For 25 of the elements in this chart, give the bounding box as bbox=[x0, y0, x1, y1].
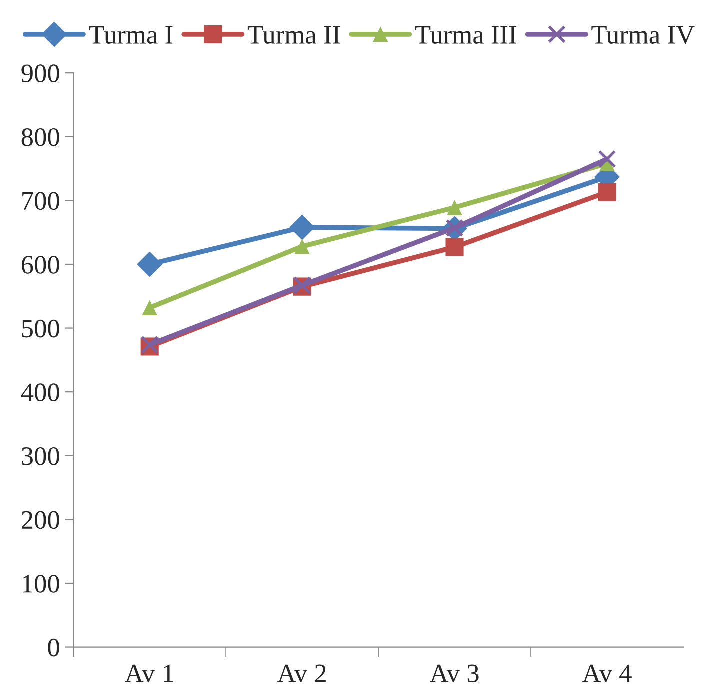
y-tick-label: 500 bbox=[22, 320, 60, 338]
x-tick-label: Av 3 bbox=[430, 664, 479, 683]
y-tick-label: 800 bbox=[22, 128, 60, 146]
legend-label: Turma IV bbox=[592, 26, 695, 44]
y-tick-label: 700 bbox=[22, 192, 60, 210]
y-tick-label: 100 bbox=[23, 575, 60, 593]
y-tick-label: 900 bbox=[22, 64, 60, 82]
y-tick-label: 600 bbox=[22, 256, 60, 274]
point bbox=[142, 300, 158, 316]
x-tick-label: Av 1 bbox=[125, 664, 174, 683]
point bbox=[294, 238, 310, 254]
x-tick-label: Av 4 bbox=[582, 664, 632, 683]
point bbox=[598, 150, 616, 168]
y-tick-label: 0 bbox=[48, 638, 60, 657]
point bbox=[447, 200, 462, 216]
y-tick-label: 200 bbox=[22, 511, 60, 530]
legend-label: Turma II bbox=[248, 26, 340, 44]
legend-label: Turma III bbox=[415, 26, 516, 44]
y-tick-label: 300 bbox=[22, 447, 60, 466]
legend-label: Turma I bbox=[89, 26, 173, 44]
x-tick-label: Av 2 bbox=[278, 664, 326, 683]
y-tick-label: 400 bbox=[21, 384, 60, 402]
point bbox=[446, 238, 464, 256]
point bbox=[598, 183, 616, 202]
point bbox=[137, 252, 163, 278]
